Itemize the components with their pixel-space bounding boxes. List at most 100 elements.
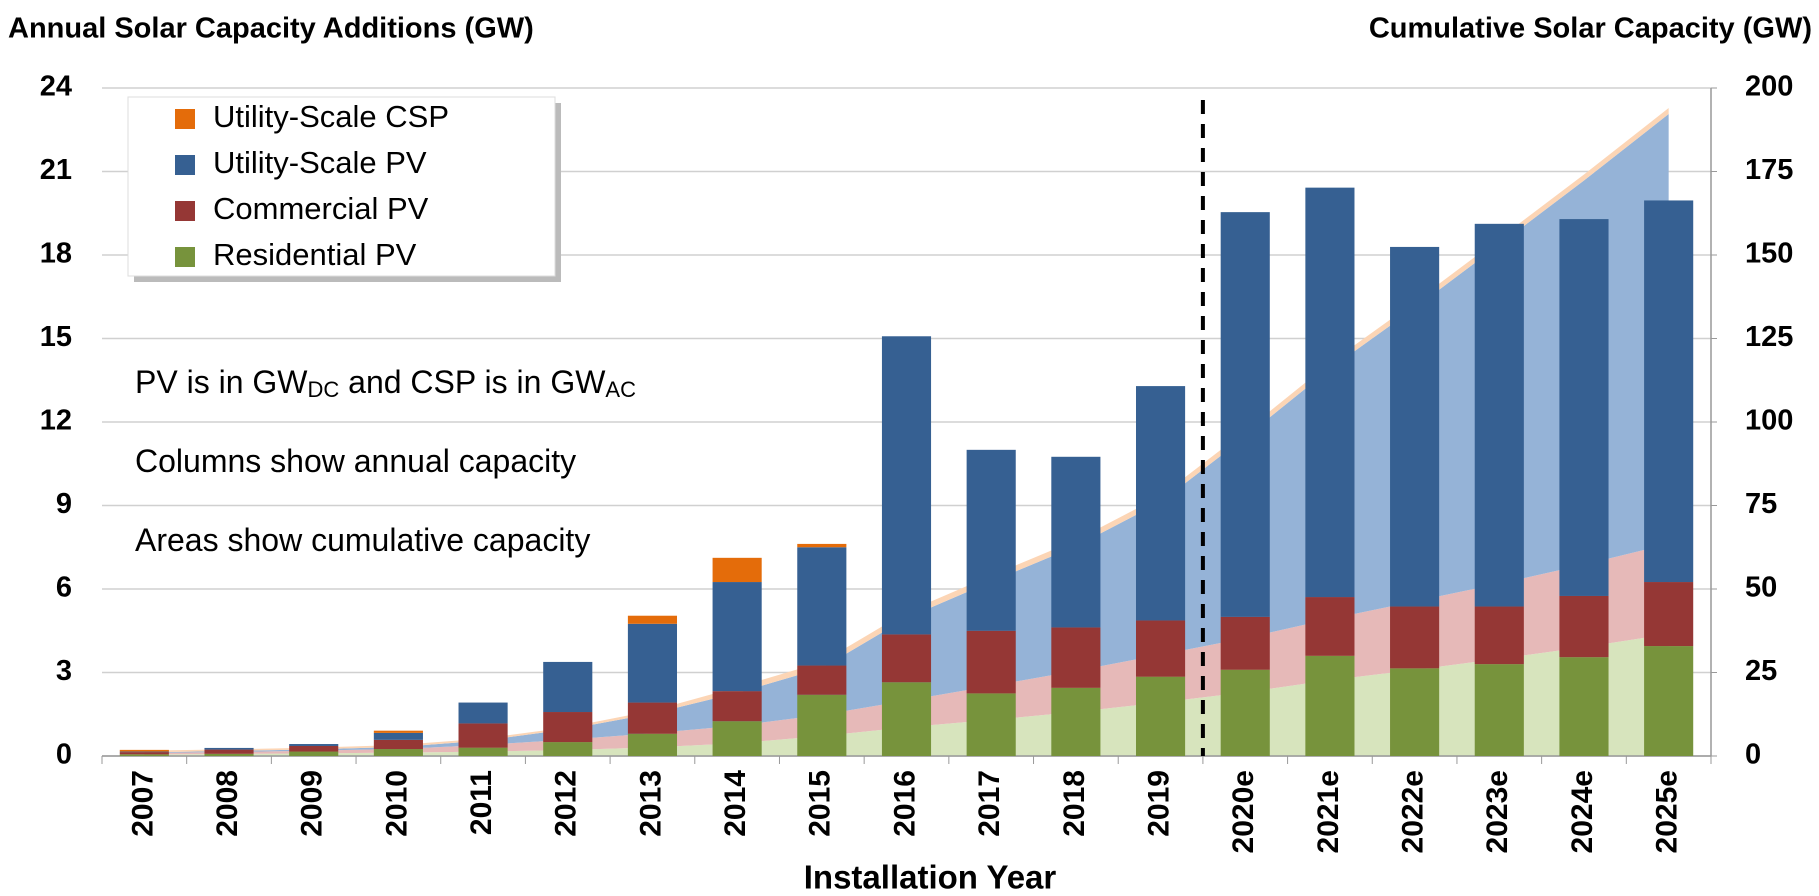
legend-swatch	[175, 155, 195, 175]
annotation-part: DC	[307, 377, 339, 402]
legend-label: Utility-Scale CSP	[213, 99, 449, 134]
y-tick-label: 0	[56, 739, 72, 771]
y-tick-label: 21	[40, 154, 72, 186]
x-axis-label: Installation Year	[804, 859, 1057, 896]
bar-segment	[458, 723, 508, 748]
x-tick-label: 2016	[888, 770, 921, 837]
bar-segment	[373, 749, 423, 756]
y-tick-label: 6	[56, 572, 72, 604]
y-tick-label: 12	[40, 405, 72, 437]
x-tick-label: 2020e	[1227, 770, 1260, 853]
bar-segment	[543, 742, 593, 756]
bar-segment	[712, 721, 762, 756]
x-tick-label: 2011	[465, 770, 498, 835]
bar-segment	[1051, 627, 1101, 688]
bar-segment	[1051, 687, 1101, 756]
bar-segment	[1474, 223, 1524, 607]
y2-tick-label: 200	[1745, 71, 1793, 103]
y2-tick-label: 175	[1745, 154, 1793, 186]
bar-segment	[1135, 620, 1186, 677]
bar-segment	[966, 693, 1016, 756]
bar-segment	[373, 732, 423, 740]
x-tick-label: 2014	[719, 770, 752, 837]
annotation-part: PV is in GW	[135, 364, 308, 400]
bar-segment	[289, 745, 339, 752]
x-tick-label: 2008	[211, 770, 244, 837]
bar-segment	[881, 682, 932, 756]
bar-segment	[881, 336, 932, 635]
bar-segment	[966, 630, 1016, 694]
bar-segment	[543, 661, 593, 713]
y2-tick-label: 150	[1745, 238, 1793, 270]
bar-segment	[119, 752, 169, 755]
y2-tick-label: 75	[1745, 488, 1777, 520]
bar-segment	[119, 749, 169, 752]
y2-title: Cumulative Solar Capacity (GW)	[1369, 13, 1812, 45]
bar-segment	[1305, 655, 1355, 756]
x-tick-label: 2017	[973, 770, 1006, 837]
bar-segment	[1390, 606, 1440, 669]
bar-segment	[797, 665, 847, 695]
bar-segment	[119, 751, 169, 753]
legend-swatch	[175, 247, 195, 267]
y-tick-label: 24	[40, 71, 72, 103]
bar-segment	[204, 749, 254, 754]
bar-segment	[797, 543, 847, 548]
y-tick-label: 3	[56, 655, 72, 687]
bar-segment	[119, 754, 169, 756]
annotation-part: AC	[605, 377, 636, 402]
bar-segment	[458, 702, 508, 724]
y2-tick-label: 100	[1745, 405, 1793, 437]
x-tick-label: 2013	[634, 770, 667, 837]
annotation-part: Columns show annual capacity	[135, 443, 576, 479]
bar-segment	[1305, 597, 1355, 656]
bar-segment	[1135, 386, 1186, 621]
bar-segment	[1135, 676, 1186, 756]
x-tick-label: 2021e	[1312, 770, 1345, 853]
bar-segment	[1559, 657, 1609, 756]
bar-segment	[1051, 456, 1101, 628]
bar-segment	[458, 747, 508, 756]
legend-label: Residential PV	[213, 237, 417, 272]
bar-segment	[627, 733, 678, 756]
bar-segment	[627, 615, 678, 624]
x-tick-label: 2012	[550, 770, 583, 837]
bar-segment	[1644, 646, 1694, 756]
legend-label: Commercial PV	[213, 191, 429, 226]
bar-segment	[712, 582, 762, 692]
y2-tick-label: 25	[1745, 655, 1777, 687]
bar-segment	[712, 691, 762, 722]
y2-tick-label: 125	[1745, 321, 1793, 353]
x-tick-label: 2007	[126, 770, 159, 837]
bar-segment	[966, 449, 1016, 631]
bar-segment	[881, 634, 932, 683]
bar-segment	[1474, 664, 1524, 756]
bar-segment	[1390, 668, 1440, 756]
bar-segment	[373, 739, 423, 750]
bar-segment	[1644, 582, 1694, 647]
cumulative-area	[144, 114, 1669, 753]
x-tick-label: 2024e	[1566, 770, 1599, 853]
bar-segment	[1559, 219, 1609, 596]
bar-segment	[1559, 595, 1609, 658]
x-tick-label: 2018	[1058, 770, 1091, 837]
bar-segment	[373, 730, 423, 733]
y2-tick-label: 50	[1745, 572, 1777, 604]
legend-label: Utility-Scale PV	[213, 145, 427, 180]
x-tick-label: 2025e	[1651, 770, 1684, 853]
annotation-part: Areas show cumulative capacity	[135, 522, 590, 558]
legend-swatch	[175, 109, 195, 129]
x-tick-label: 2010	[380, 770, 413, 837]
chart-title: Annual Solar Capacity Additions (GW)	[8, 13, 534, 45]
bar-segment	[204, 753, 254, 756]
y2-tick-label: 0	[1745, 739, 1761, 771]
bar-segment	[627, 623, 678, 703]
annotation: Areas show cumulative capacity	[135, 522, 590, 558]
y-tick-label: 18	[40, 238, 72, 270]
bar-segment	[289, 751, 339, 756]
bar-segment	[289, 744, 339, 746]
bar-segment	[627, 702, 678, 734]
bar-segment	[543, 712, 593, 743]
